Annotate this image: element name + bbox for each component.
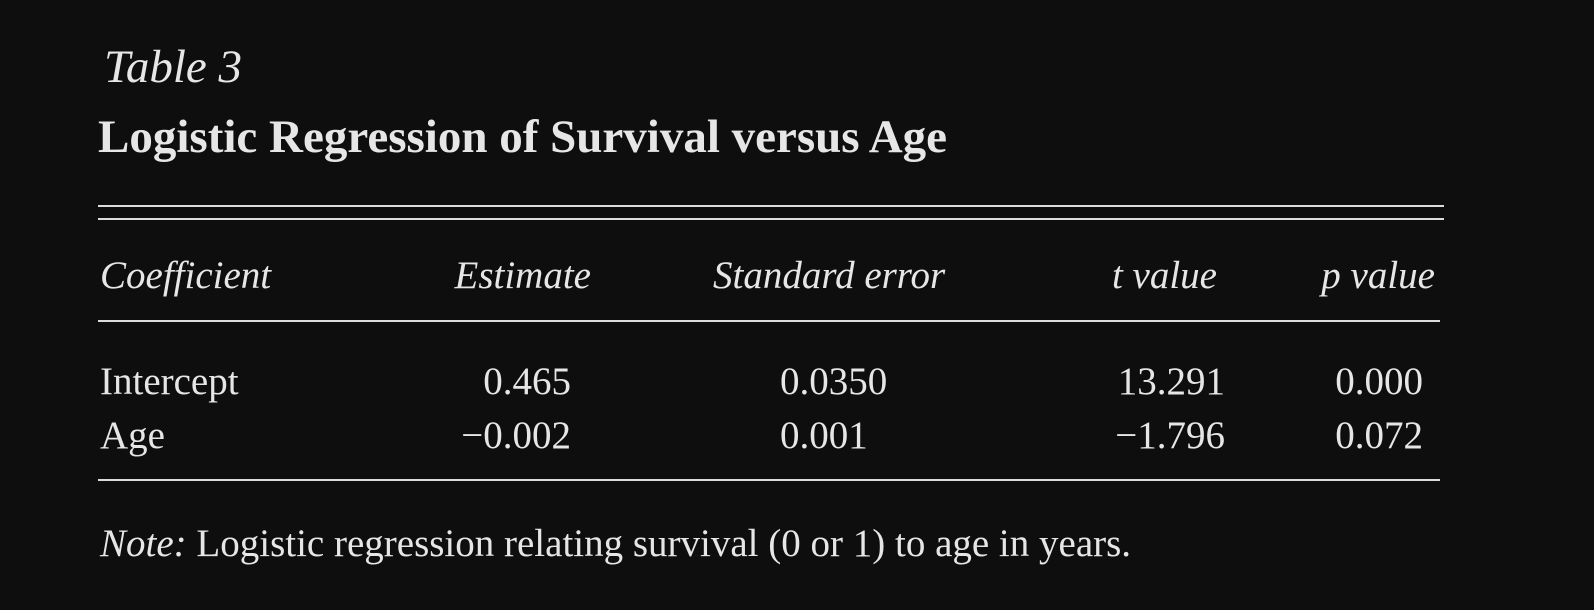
row-age-p-value: 0.072 [1335, 414, 1423, 457]
table-number: Table 3 [104, 41, 242, 93]
bottom-rule [98, 479, 1440, 481]
header-p-value: p value [1321, 254, 1435, 297]
header-t-value: t value [1111, 254, 1217, 297]
top-rule-2 [98, 218, 1444, 220]
row-age-coefficient: Age [100, 414, 165, 457]
top-rule-1 [98, 205, 1444, 207]
header-rule [98, 320, 1440, 322]
header-estimate: Estimate [454, 254, 591, 297]
note-text: Logistic regression relating survival (0… [186, 522, 1132, 565]
row-age-t-value: −1.796 [1115, 414, 1225, 457]
row-intercept-estimate: 0.465 [483, 360, 571, 403]
note-label: Note: [100, 522, 187, 565]
row-intercept-coefficient: Intercept [100, 360, 239, 403]
row-age-estimate: −0.002 [461, 414, 571, 457]
header-coefficient: Coefficient [100, 254, 272, 297]
table-note: Note: Logistic regression relating survi… [100, 524, 1131, 563]
header-standard-error: Standard error [713, 254, 946, 297]
row-intercept-p-value: 0.000 [1335, 360, 1423, 403]
row-intercept-t-value: 13.291 [1117, 360, 1225, 403]
row-intercept-standard-error: 0.0350 [780, 360, 888, 403]
row-age-standard-error: 0.001 [780, 414, 868, 457]
table-title: Logistic Regression of Survival versus A… [98, 111, 948, 163]
